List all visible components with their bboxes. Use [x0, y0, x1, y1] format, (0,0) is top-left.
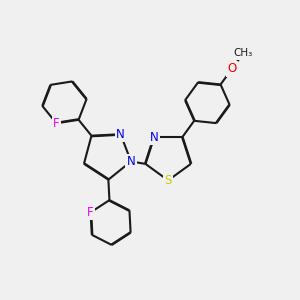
- Text: O: O: [227, 62, 236, 76]
- Text: N: N: [116, 128, 125, 141]
- Text: S: S: [164, 174, 172, 187]
- Text: N: N: [127, 155, 135, 168]
- Text: CH₃: CH₃: [233, 49, 253, 58]
- Text: N: N: [150, 131, 159, 144]
- Text: F: F: [87, 206, 94, 219]
- Text: F: F: [53, 117, 60, 130]
